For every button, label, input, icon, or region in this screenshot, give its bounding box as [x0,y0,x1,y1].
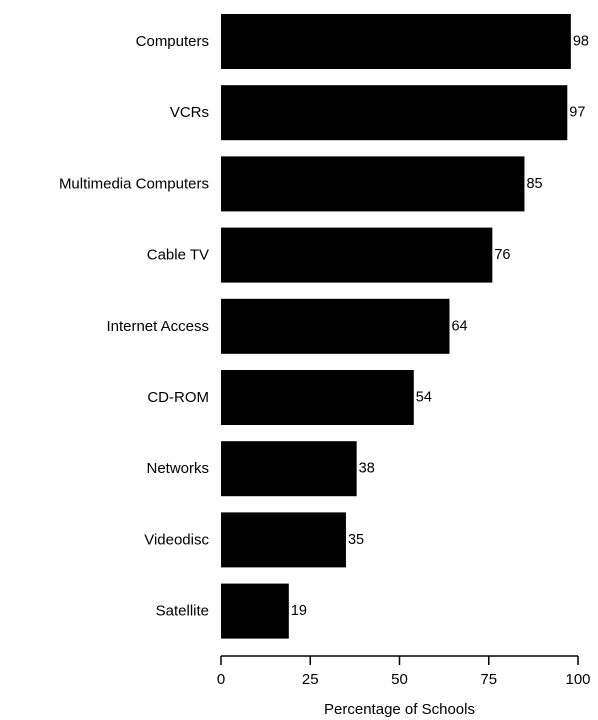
bar-group: Cable TV 76 [147,227,510,283]
category-label: Multimedia Computers [59,175,209,192]
category-label: Satellite [156,603,209,620]
value-label: 54 [416,390,432,406]
value-label: 35 [348,532,364,548]
x-axis: 0 25 50 75 100 [217,655,591,688]
value-label: 64 [451,318,467,334]
bar [221,227,493,283]
bar [221,156,525,212]
value-label: 38 [359,461,375,477]
value-label: 76 [494,247,510,263]
category-label: Networks [146,460,209,477]
category-label: CD-ROM [147,389,209,406]
bar-group: Computers 98 [136,14,589,69]
bar [221,441,357,497]
bar [221,14,571,69]
bar-group: VCRs 97 [170,85,585,141]
category-label: Computers [136,33,209,50]
x-tick-label: 100 [565,671,590,688]
bar-group: Networks 38 [146,441,375,497]
category-label: VCRs [170,104,209,121]
bars: Computers 98 VCRs 97 Multimedia Computers 85 C… [59,14,589,639]
bar-group: Multimedia Computers 85 [59,156,543,212]
bar [221,298,450,354]
bar-group: Videodisc 35 [144,512,364,568]
bar [221,512,346,568]
category-label: Cable TV [147,247,209,264]
x-tick-label: 50 [391,671,408,688]
x-axis-title: Percentage of Schools [324,701,475,718]
value-label: 97 [569,105,585,121]
value-label: 19 [291,603,307,619]
bar [221,85,568,141]
category-label: Internet Access [106,318,209,335]
category-label: Videodisc [144,531,209,548]
bar [221,370,414,425]
x-tick-label: 25 [302,671,319,688]
x-tick-label: 0 [217,671,225,688]
bar-group: Internet Access 64 [106,298,468,354]
x-tick-label: 75 [480,671,497,688]
bar-group: Satellite 19 [156,583,307,639]
value-label: 98 [573,34,589,50]
bar [221,583,289,639]
bar-group: CD-ROM 54 [147,370,432,425]
value-label: 85 [526,176,542,192]
